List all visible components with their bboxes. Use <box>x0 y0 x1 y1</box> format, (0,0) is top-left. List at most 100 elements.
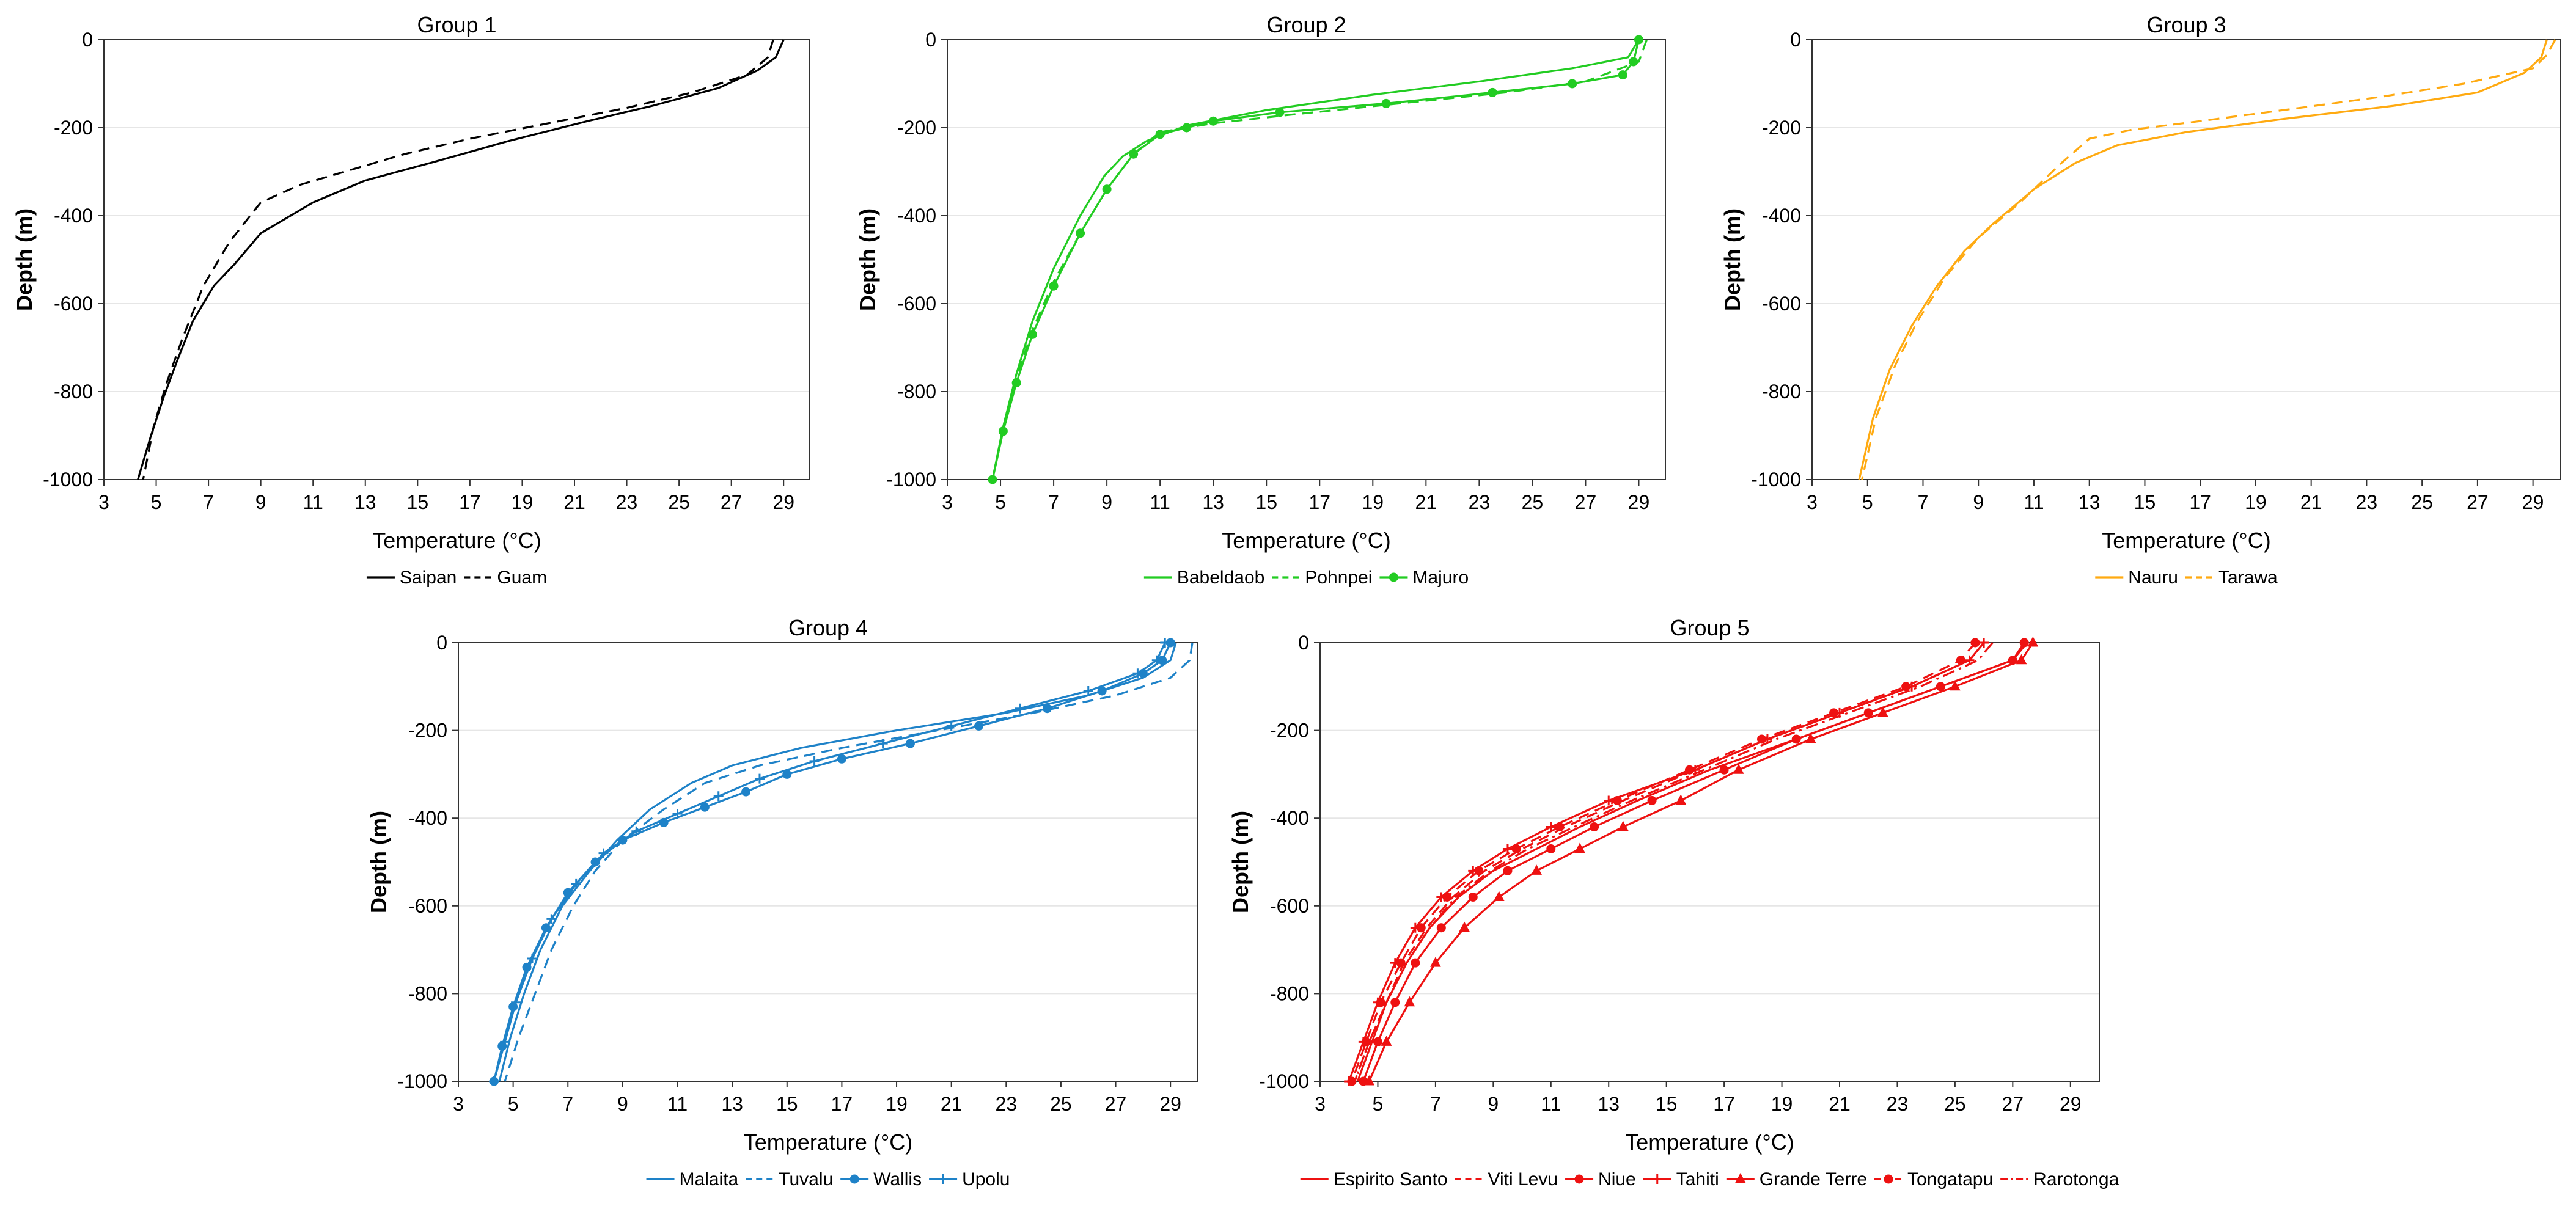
data-point <box>1381 98 1391 108</box>
x-tick-label: 29 <box>772 491 794 513</box>
x-tick-label: 23 <box>1887 1093 1909 1115</box>
series-line-upolu <box>493 642 1166 1082</box>
data-point <box>1805 732 1816 743</box>
data-point <box>1416 923 1426 933</box>
x-tick-label: 9 <box>1488 1093 1499 1115</box>
x-tick-label: 5 <box>1862 491 1873 513</box>
x-tick-label: 25 <box>1522 491 1544 513</box>
x-tick-label: 7 <box>562 1093 573 1115</box>
data-point <box>1634 35 1643 45</box>
series-line-niue <box>1362 642 2025 1082</box>
legend-label: Malaita <box>680 1169 739 1189</box>
x-tick-label: 21 <box>1829 1093 1851 1115</box>
data-point <box>1436 923 1446 933</box>
legend-label: Niue <box>1598 1169 1636 1189</box>
legend-label: Guam <box>497 568 547 588</box>
data-point <box>1791 734 1801 744</box>
chart-title: Group 1 <box>417 12 496 37</box>
x-tick-label: 3 <box>98 491 109 513</box>
x-tick-label: 9 <box>255 491 266 513</box>
y-tick-label: -600 <box>54 293 93 315</box>
y-axis-label: Depth (m) <box>366 811 391 913</box>
data-point <box>1182 123 1192 133</box>
data-point <box>946 721 956 731</box>
data-point <box>1590 822 1599 832</box>
y-tick-label: -400 <box>897 205 936 227</box>
data-point <box>878 739 888 749</box>
x-tick-label: 23 <box>616 491 638 513</box>
x-axis-label: Temperature (°C) <box>1625 1130 1794 1155</box>
legend-label: Tuvalu <box>779 1169 833 1189</box>
data-point <box>1373 1037 1382 1046</box>
data-point <box>500 1037 510 1047</box>
legend-label: Tarawa <box>2218 568 2278 588</box>
chart-title: Group 5 <box>1670 615 1749 640</box>
x-tick-label: 13 <box>354 491 376 513</box>
data-point <box>1488 87 1497 97</box>
data-point <box>1076 228 1085 238</box>
legend-marker <box>1574 1174 1584 1184</box>
x-tick-label: 7 <box>1430 1093 1441 1115</box>
y-tick-label: -200 <box>54 117 93 139</box>
x-tick-label: 11 <box>1150 491 1170 513</box>
data-point <box>1411 958 1420 968</box>
data-point <box>631 826 642 836</box>
chart-group-5: 0 -200 -400 -600 -800 -1000 3 5 7 9 11 13 15 17 19 21 23… <box>1228 615 2119 1189</box>
data-point <box>1390 998 1400 1007</box>
series-line-grande-terre <box>1368 642 2034 1082</box>
data-point <box>1956 656 1965 665</box>
data-point <box>1381 1036 1392 1046</box>
legend-marker <box>1389 572 1398 582</box>
x-tick-label: 11 <box>667 1093 688 1115</box>
x-tick-label: 3 <box>453 1093 464 1115</box>
data-point <box>1936 682 1945 692</box>
data-point <box>1396 958 1406 968</box>
x-tick-label: 23 <box>1469 491 1491 513</box>
legend-label: Babeldaob <box>1177 568 1264 588</box>
legend-label: Rarotonga <box>2033 1169 2119 1189</box>
y-tick-label: -800 <box>1762 381 1801 403</box>
data-point <box>1347 1076 1357 1086</box>
series-line-nauru <box>1858 39 2548 480</box>
x-tick-label: 17 <box>2189 491 2211 513</box>
legend-label: Tongatapu <box>1907 1169 1993 1189</box>
x-tick-label: 21 <box>563 491 585 513</box>
y-tick-label: -200 <box>408 720 447 742</box>
legend-marker <box>1734 1172 1746 1183</box>
data-point <box>1049 281 1059 291</box>
x-tick-label: 9 <box>1973 491 1984 513</box>
y-tick-label: -600 <box>408 895 447 917</box>
x-tick-label: 17 <box>459 491 481 513</box>
legend: Saipan Guam <box>366 568 547 588</box>
data-point <box>1829 708 1839 718</box>
series-line-tongatapu <box>1351 641 1976 1082</box>
plot-frame <box>1811 39 2561 480</box>
data-point <box>1151 655 1162 665</box>
x-tick-label: 19 <box>886 1093 908 1115</box>
data-point <box>1647 795 1657 805</box>
data-point <box>1629 57 1638 67</box>
x-tick-label: 13 <box>1598 1093 1620 1115</box>
x-tick-label: 9 <box>1101 491 1112 513</box>
series-line-tarawa <box>1861 39 2556 480</box>
y-tick-label: -1000 <box>397 1070 447 1092</box>
data-point <box>546 914 557 924</box>
data-point <box>1574 842 1585 853</box>
series-line-pohnpei <box>991 39 1648 480</box>
legend-label: Wallis <box>873 1169 922 1189</box>
legend-label: Pohnpei <box>1305 568 1372 588</box>
x-tick-label: 17 <box>1713 1093 1735 1115</box>
data-point <box>1546 844 1556 853</box>
legend-label: Saipan <box>400 568 457 588</box>
x-tick-label: 11 <box>1541 1093 1561 1115</box>
x-tick-label: 17 <box>831 1093 853 1115</box>
data-point <box>1568 79 1577 89</box>
chart-group-4: 0 -200 -400 -600 -800 -1000 3 5 7 9 11 13 15 17 19 21 23… <box>366 615 1198 1189</box>
x-tick-label: 25 <box>668 491 690 513</box>
data-point <box>1901 682 1911 692</box>
x-axis-label: Temperature (°C) <box>1222 528 1390 553</box>
legend: Babeldaob Pohnpei Majuro <box>1143 568 1469 588</box>
x-axis-label: Temperature (°C) <box>744 1130 912 1155</box>
x-tick-label: 3 <box>1315 1093 1326 1115</box>
legend-label: Nauru <box>2128 568 2178 588</box>
